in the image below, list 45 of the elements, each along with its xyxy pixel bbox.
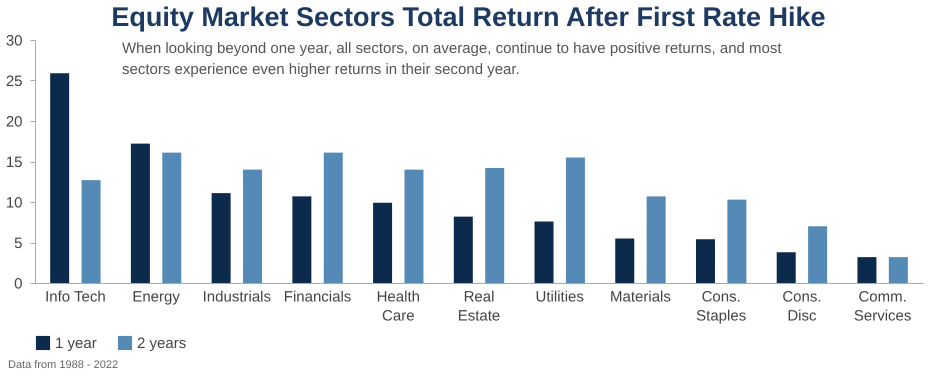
y-tick-label: 5 (14, 235, 22, 252)
bar (615, 238, 634, 283)
bar (857, 257, 876, 283)
y-tick-label: 10 (6, 194, 22, 212)
x-tick-label: Real Estate (458, 288, 500, 324)
y-tick-label: 25 (6, 73, 22, 90)
x-tick-label: Industrials (202, 288, 272, 306)
bar (212, 193, 231, 283)
bar (292, 196, 312, 283)
text: When looking beyond one year, all sectors, on average, continue to have positive returns, and most sectors experience even higher returns in their second year. (122, 39, 783, 80)
x-tick-label: Cons. Disc (782, 288, 822, 324)
bar (324, 152, 343, 283)
legend-label: 2 years (137, 335, 186, 352)
x-tick-label: Materials (610, 288, 671, 306)
x-tick-label: Energy (132, 288, 180, 306)
x-tick-label: Health Care (376, 288, 420, 324)
y-tick-label: 30 (6, 32, 22, 50)
bar (534, 221, 554, 283)
y-tick-label: 15 (6, 154, 22, 171)
x-tick-label: Financials (284, 288, 352, 306)
x-tick-label: Comm. Services (854, 288, 912, 324)
bar (808, 226, 828, 283)
x-tick-label: Cons. Staples (696, 288, 746, 324)
chart-title: Equity Market Sectors Total Return After First Rate Hike (110, 2, 827, 33)
bar (162, 152, 182, 283)
x-tick-label: Utilities (536, 288, 584, 306)
x-tick-label: Info Tech (45, 288, 106, 306)
bar (50, 73, 70, 283)
bar (776, 252, 796, 283)
bar (130, 144, 150, 283)
legend-label: 1 year (55, 335, 97, 352)
y-tick-label: 0 (14, 276, 22, 292)
bar (696, 239, 715, 283)
bar (454, 216, 473, 283)
bar (888, 257, 908, 283)
bar (373, 202, 392, 283)
bar (566, 157, 585, 283)
text: Data from 1988 - 2022 (8, 359, 118, 371)
bar (646, 196, 666, 283)
bar (243, 170, 262, 283)
bar (727, 200, 746, 283)
bar (82, 180, 101, 283)
bar (485, 168, 504, 283)
bar (404, 170, 424, 283)
y-tick-label: 20 (6, 114, 22, 130)
